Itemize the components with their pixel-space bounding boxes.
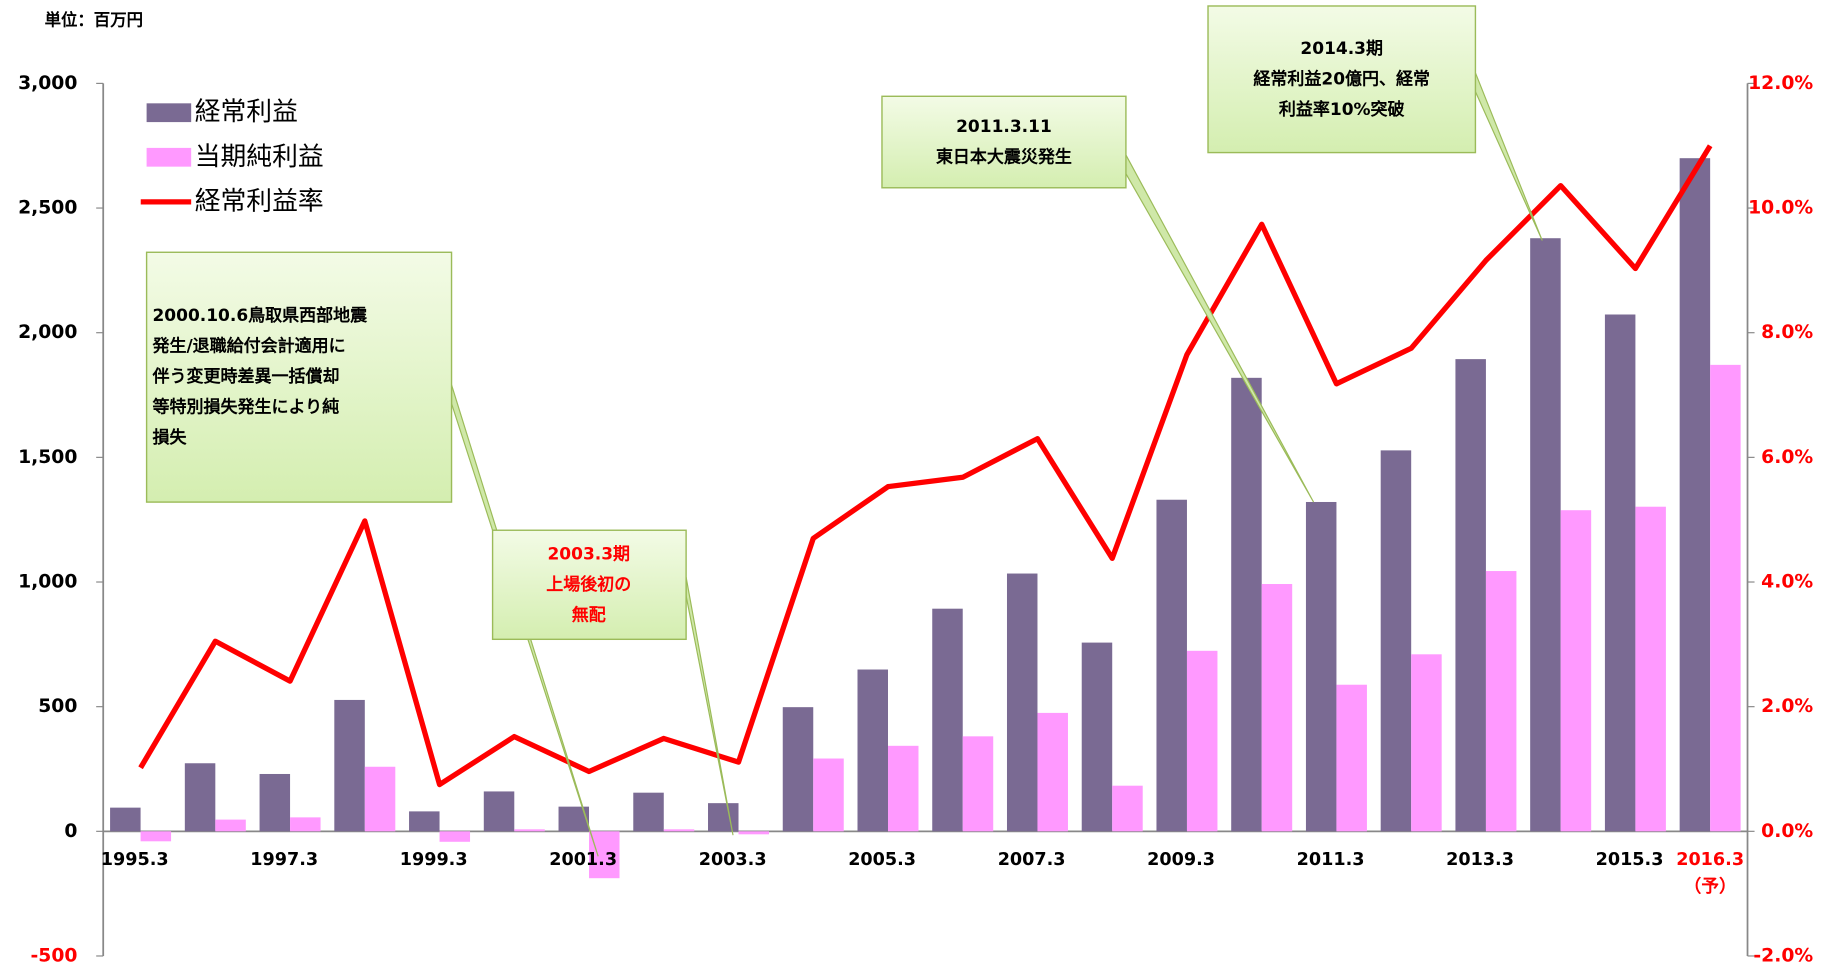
bar [259,773,291,832]
bar [215,819,246,832]
bar [364,766,396,832]
callout-pointer [1474,72,1543,241]
y-tick-label: 2,000 [18,322,77,343]
bar [663,829,695,832]
bar [1112,785,1143,832]
bar [110,807,141,832]
bar [633,792,664,832]
callout-text: 経常利益20億円、経常 [1253,68,1430,89]
y-tick-label: 500 [38,696,77,717]
bar [1455,359,1486,832]
ratio-line [138,144,1713,788]
x-tick-label: 2016.3 [1676,850,1744,870]
bar [1081,642,1113,832]
y-tick-label: 0 [64,821,77,842]
bar [1186,650,1218,832]
callout-text: 東日本大震災発生 [936,146,1072,167]
x-tick-label: 2007.3 [998,850,1066,870]
bar [409,811,440,832]
x-tick-label: 2001.3 [549,850,617,870]
bar [1006,573,1038,832]
legend-swatch [146,103,192,123]
callout-text: 無配 [572,604,606,625]
bar [1560,510,1592,832]
y-tick-label: 3,000 [18,73,77,94]
y-tick-label: 1,500 [18,447,77,468]
bar [932,608,963,832]
bar [962,736,994,832]
bar [1411,654,1442,832]
bar [1604,314,1636,832]
bar [1305,501,1337,832]
callout-box [145,251,453,503]
x-tick-label: 2005.3 [848,850,916,870]
y2-tick-label: -2.0% [1753,945,1813,966]
legend-label: 経常利益率 [195,186,324,216]
y-tick-label: -500 [30,945,77,966]
bar [782,707,814,832]
bar [439,831,471,842]
y2-tick-label: 8.0% [1761,322,1813,343]
callout-text: 利益率10%突破 [1279,99,1405,120]
bar [140,831,172,842]
y2-tick-label: 10.0% [1748,198,1813,219]
y2-tick-label: 2.0% [1761,696,1813,717]
bar [1156,499,1187,832]
callout-text: 2011.3.11 [956,117,1052,137]
x-note: （予） [1684,876,1737,897]
y2-tick-label: 12.0% [1748,73,1813,94]
bar [1530,238,1561,832]
bar [290,817,321,832]
callout-box [881,95,1127,189]
bar [1261,584,1293,832]
bar [887,745,919,832]
x-tick-label: 1997.3 [250,850,318,870]
bar [1710,364,1741,832]
callout-text: 上場後初の [546,574,631,595]
callout-text: 等特別損失発生により純 [152,397,339,418]
legend-swatch [146,147,192,167]
bar [738,831,770,835]
bar [1231,377,1262,832]
bar [483,791,515,832]
x-tick-label: 1999.3 [400,850,468,870]
bar [1380,450,1412,832]
bar [857,669,888,832]
bar [1336,684,1367,832]
y2-tick-label: 6.0% [1761,447,1813,468]
bar [334,699,365,832]
x-tick-label: 1995.3 [101,850,169,870]
bar [514,829,545,832]
callout-text: 2003.3期 [547,544,630,564]
bar [1485,571,1517,832]
callout-text: 2000.10.6鳥取県西部地震 [152,305,368,326]
callout-box [491,529,687,641]
callout-text: 伴う変更時差異一括償却 [151,366,339,387]
callout-text: 発生/退職給付会計適用に [151,336,345,357]
callout-text: 損失 [152,427,187,448]
bar [1679,158,1711,832]
y2-tick-label: 0.0% [1761,821,1813,842]
bar [708,803,739,832]
legend-label: 当期純利益 [195,142,324,172]
bar [813,758,844,832]
x-tick-label: 2009.3 [1147,850,1215,870]
bar [1037,712,1068,832]
bar [1635,506,1666,832]
x-tick-label: 2011.3 [1297,850,1365,870]
bar [589,831,620,879]
callout-pointer [685,577,734,836]
x-tick-label: 2013.3 [1446,850,1514,870]
x-tick-label: 2015.3 [1596,850,1664,870]
y-tick-label: 2,500 [18,198,77,219]
bar [184,763,216,832]
callout-text: 2014.3期 [1300,39,1383,59]
x-tick-label: 2003.3 [699,850,767,870]
y2-tick-label: 4.0% [1761,572,1813,593]
y-tick-label: 1,000 [18,572,77,593]
legend-label: 経常利益 [195,97,298,127]
unit-label: 単位：百万円 [45,11,143,30]
callout-box [1207,5,1477,154]
